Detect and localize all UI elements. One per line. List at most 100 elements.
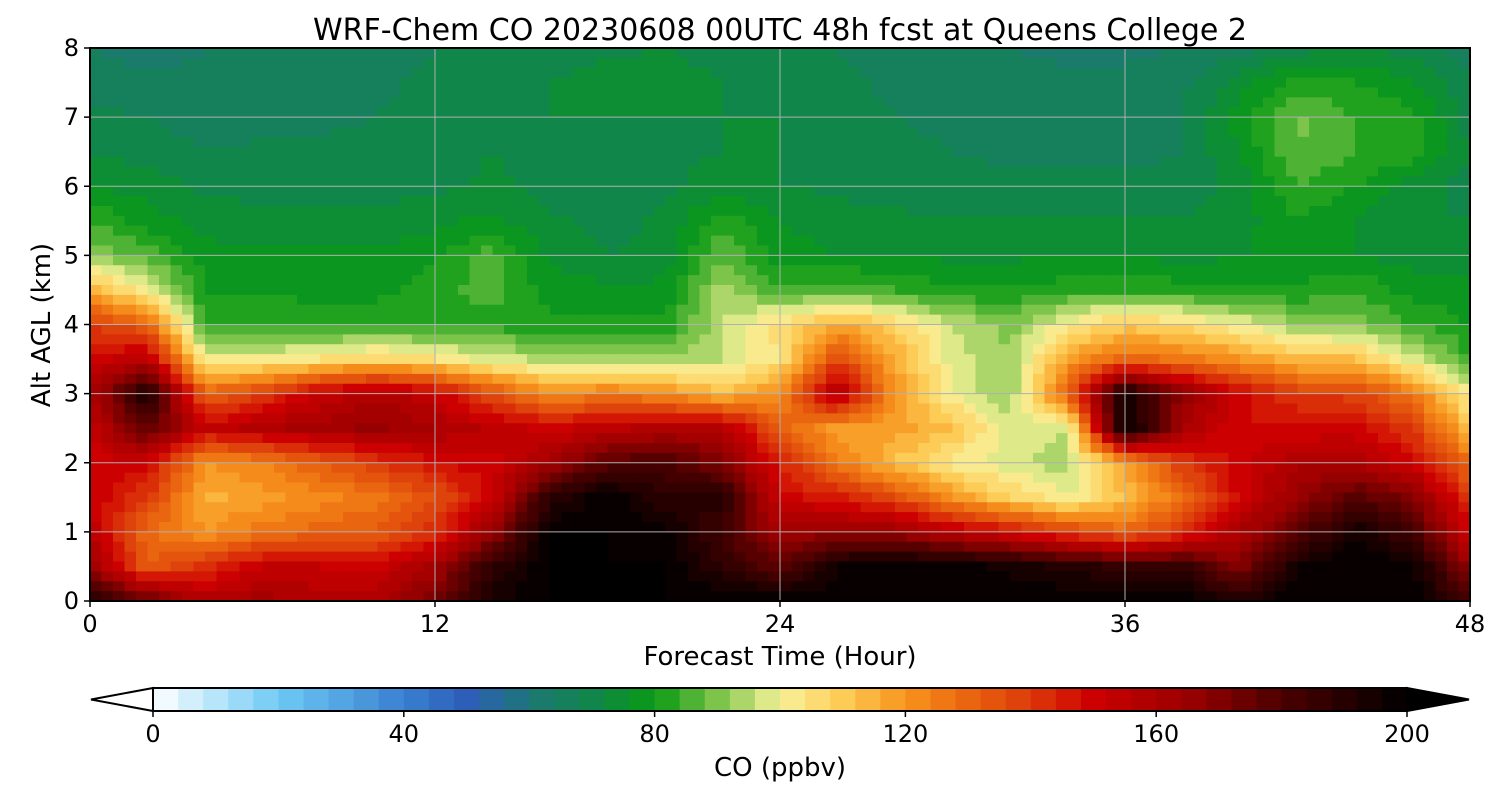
heatmap-cell [1102, 403, 1115, 414]
heatmap-cell [1435, 364, 1448, 375]
heatmap-cell [1125, 87, 1138, 98]
heatmap-cell [1067, 57, 1080, 69]
heatmap-cell [607, 77, 620, 89]
heatmap-cell [860, 67, 873, 79]
heatmap-cell [1447, 215, 1460, 227]
heatmap-cell [1228, 324, 1241, 335]
heatmap-cell [297, 127, 310, 138]
heatmap-cell [1366, 245, 1379, 256]
heatmap-cell [1240, 176, 1253, 187]
heatmap-cell [1389, 77, 1402, 89]
heatmap-cell [791, 117, 804, 128]
heatmap-cell [1251, 285, 1264, 296]
heatmap-cell [1424, 136, 1437, 148]
heatmap-cell [90, 186, 103, 197]
heatmap-cell [1228, 206, 1241, 217]
heatmap-cell [734, 225, 747, 237]
heatmap-cell [1010, 255, 1023, 266]
heatmap-cell [124, 255, 137, 266]
heatmap-cell [343, 373, 356, 385]
heatmap-cell [1125, 443, 1138, 454]
heatmap-cell [285, 186, 298, 197]
heatmap-cell [722, 294, 735, 306]
heatmap-cell [768, 334, 781, 345]
heatmap-cell [1240, 433, 1253, 444]
heatmap-cell [918, 403, 931, 414]
heatmap-cell [791, 196, 804, 207]
heatmap-cell [607, 136, 620, 148]
heatmap-cell [366, 156, 379, 168]
heatmap-cell [136, 176, 149, 187]
heatmap-cell [791, 255, 804, 266]
heatmap-cell [837, 294, 850, 306]
heatmap-cell [987, 413, 1000, 424]
heatmap-cell [481, 117, 494, 128]
heatmap-cell [481, 206, 494, 217]
heatmap-cell [1182, 314, 1195, 326]
heatmap-cell [239, 166, 252, 177]
heatmap-cell [550, 304, 563, 316]
heatmap-cell [964, 275, 977, 286]
heatmap-cell [262, 413, 275, 424]
heatmap-cell [1424, 344, 1437, 355]
heatmap-cell [952, 354, 965, 365]
heatmap-cell [883, 373, 896, 385]
heatmap-cell [1228, 294, 1241, 306]
heatmap-cell [285, 334, 298, 345]
heatmap-cell [504, 245, 517, 256]
heatmap-cell [1355, 383, 1368, 395]
heatmap-cell [1412, 275, 1425, 286]
heatmap-cell [918, 206, 931, 217]
heatmap-cell [331, 294, 344, 306]
heatmap-cell [101, 166, 114, 177]
heatmap-cell [239, 235, 252, 247]
heatmap-cell [653, 107, 666, 118]
heatmap-cell [1228, 67, 1241, 79]
heatmap-cell [320, 403, 333, 414]
heatmap-cell [768, 304, 781, 316]
heatmap-cell [1205, 225, 1218, 237]
heatmap-cell [699, 127, 712, 138]
heatmap-cell [101, 176, 114, 187]
heatmap-cell [469, 373, 482, 385]
heatmap-cell [90, 334, 103, 345]
heatmap-cell [274, 275, 287, 286]
heatmap-cell [1343, 136, 1356, 148]
heatmap-cell [1297, 344, 1310, 355]
heatmap-cell [458, 383, 471, 395]
heatmap-cell [561, 48, 574, 59]
heatmap-cell [285, 176, 298, 187]
heatmap-cell [205, 304, 218, 316]
heatmap-cell [872, 423, 885, 434]
heatmap-cell [561, 423, 574, 434]
heatmap-cell [860, 255, 873, 266]
heatmap-cell [297, 452, 310, 464]
heatmap-cell [1090, 225, 1103, 237]
heatmap-cell [1389, 423, 1402, 434]
heatmap-cell [90, 156, 103, 168]
heatmap-cell [1217, 314, 1230, 326]
heatmap-cell [1424, 383, 1437, 395]
heatmap-cell [101, 245, 114, 256]
heatmap-cell [1021, 354, 1034, 365]
heatmap-cell [1240, 403, 1253, 414]
heatmap-cell [1274, 67, 1287, 79]
heatmap-cell [918, 48, 931, 59]
heatmap-cell [1136, 443, 1149, 454]
heatmap-cell [1113, 48, 1126, 59]
heatmap-cell [895, 225, 908, 237]
heatmap-cell [653, 166, 666, 177]
heatmap-cell [998, 206, 1011, 217]
heatmap-cell [1263, 324, 1276, 335]
heatmap-cell [734, 235, 747, 247]
heatmap-cell [1263, 304, 1276, 316]
heatmap-cell [1389, 156, 1402, 168]
heatmap-cell [1320, 423, 1333, 434]
heatmap-cell [1090, 364, 1103, 375]
heatmap-cell [216, 136, 229, 148]
heatmap-cell [124, 215, 137, 227]
heatmap-cell [1355, 255, 1368, 266]
heatmap-cell [320, 373, 333, 385]
heatmap-cell [446, 235, 459, 247]
heatmap-cell [918, 304, 931, 316]
